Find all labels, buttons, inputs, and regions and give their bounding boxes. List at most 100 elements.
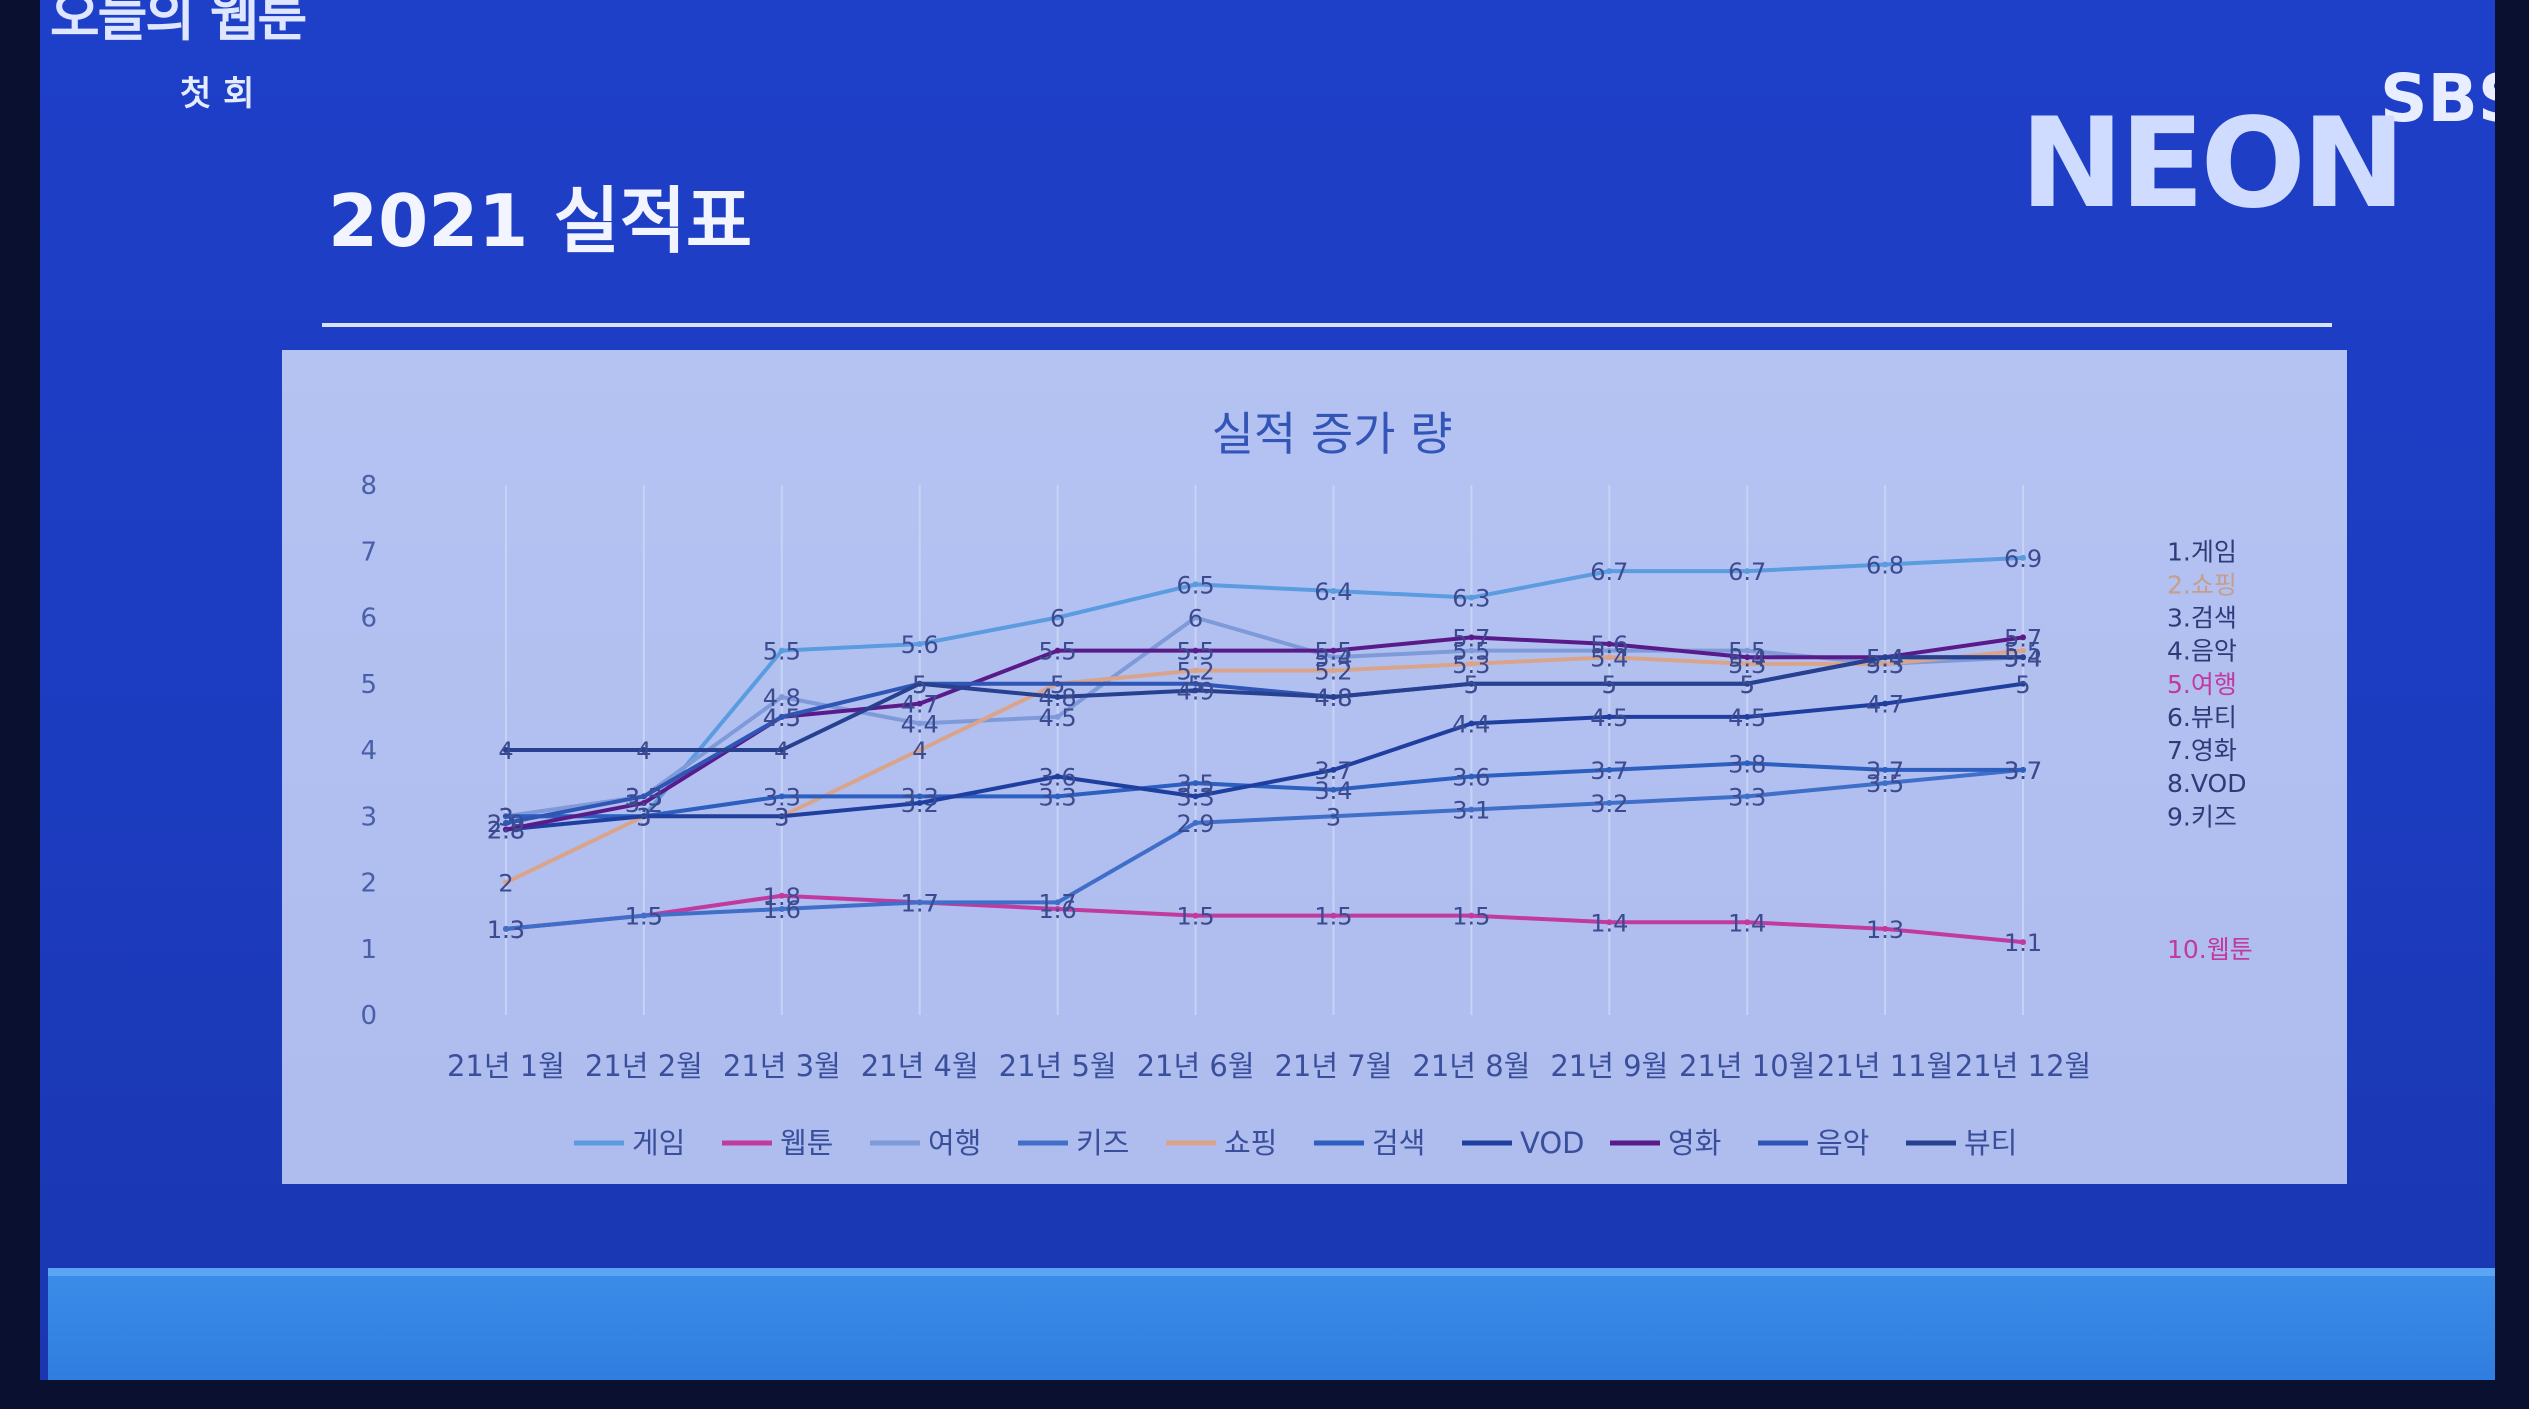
rank-label: 1.게임 bbox=[2167, 537, 2237, 566]
data-point bbox=[1054, 793, 1061, 800]
data-label: 1.1 bbox=[2004, 929, 2042, 957]
data-label: 2.9 bbox=[487, 810, 525, 838]
data-label: 3.3 bbox=[625, 783, 663, 811]
series-line bbox=[505, 893, 2024, 945]
data-label: 5.4 bbox=[1866, 644, 1904, 672]
data-point bbox=[1606, 680, 1613, 687]
data-label: 3.7 bbox=[1314, 757, 1352, 785]
data-label: 5 bbox=[1464, 671, 1479, 699]
y-tick-label: 4 bbox=[360, 736, 377, 766]
data-label: 3.3 bbox=[1176, 783, 1214, 811]
data-label: 4.4 bbox=[1452, 711, 1490, 739]
data-label: 4.8 bbox=[763, 684, 801, 712]
data-label: 5.5 bbox=[1039, 638, 1077, 666]
data-label: 1.5 bbox=[625, 903, 663, 931]
data-point bbox=[640, 912, 647, 919]
data-label: 4 bbox=[636, 737, 651, 765]
title-divider bbox=[322, 323, 2332, 327]
x-tick-label: 21년 6월 bbox=[1137, 1049, 1255, 1083]
data-point bbox=[502, 819, 509, 826]
data-label: 6.9 bbox=[2004, 545, 2042, 573]
legend-label: VOD bbox=[1520, 1126, 1585, 1160]
data-point bbox=[640, 793, 647, 800]
data-label: 6.4 bbox=[1314, 578, 1352, 606]
data-label: 3 bbox=[774, 803, 789, 831]
data-point bbox=[1744, 680, 1751, 687]
data-point bbox=[1468, 912, 1475, 919]
data-point bbox=[1192, 647, 1199, 654]
data-point bbox=[778, 647, 785, 654]
data-point bbox=[916, 793, 923, 800]
data-label: 3.8 bbox=[1728, 750, 1766, 778]
data-label: 1.4 bbox=[1728, 909, 1766, 937]
data-point bbox=[778, 813, 785, 820]
data-point bbox=[1468, 806, 1475, 813]
data-label: 1.5 bbox=[1314, 903, 1352, 931]
rank-label: 8.VOD bbox=[2167, 769, 2246, 798]
data-point bbox=[640, 813, 647, 820]
rank-label: 5.여행 bbox=[2167, 670, 2237, 699]
y-tick-label: 6 bbox=[360, 604, 377, 634]
data-point bbox=[1330, 588, 1337, 594]
data-point bbox=[1192, 614, 1199, 621]
data-point bbox=[916, 747, 923, 753]
data-point bbox=[1606, 654, 1613, 661]
data-point bbox=[1606, 919, 1613, 926]
series-line bbox=[505, 555, 2024, 819]
legend-label: 쇼핑 bbox=[1224, 1126, 1277, 1160]
y-tick-label: 5 bbox=[360, 670, 377, 700]
data-point bbox=[1468, 680, 1475, 687]
data-point bbox=[1054, 680, 1061, 687]
data-label: 6.7 bbox=[1590, 558, 1628, 586]
x-tick-label: 21년 4월 bbox=[861, 1049, 979, 1083]
data-point bbox=[1468, 634, 1475, 641]
data-label: 4.8 bbox=[1039, 684, 1077, 712]
data-point bbox=[1744, 647, 1751, 654]
data-label: 3.3 bbox=[901, 783, 939, 811]
data-point bbox=[1744, 713, 1751, 720]
series-line bbox=[505, 655, 2024, 752]
data-point bbox=[1468, 773, 1475, 780]
x-tick-label: 21년 7월 bbox=[1274, 1049, 1392, 1083]
data-point bbox=[502, 925, 509, 932]
channel-logo: NEON bbox=[2020, 92, 2406, 236]
data-label: 1.5 bbox=[1176, 903, 1214, 931]
data-point bbox=[1054, 773, 1061, 780]
data-label: 3.5 bbox=[1866, 770, 1904, 798]
rank-label: 4.음악 bbox=[2167, 637, 2237, 666]
data-point bbox=[916, 700, 923, 707]
y-tick-label: 1 bbox=[360, 935, 377, 965]
data-point bbox=[1606, 641, 1613, 647]
data-point bbox=[2020, 766, 2027, 773]
data-point bbox=[1606, 647, 1613, 654]
data-point bbox=[1744, 660, 1751, 667]
data-point bbox=[502, 879, 509, 886]
y-tick-label: 2 bbox=[360, 869, 377, 899]
data-point bbox=[502, 826, 509, 833]
data-label: 1.3 bbox=[487, 916, 525, 944]
slide-title: 2021 실적표 bbox=[328, 179, 753, 263]
data-label: 4 bbox=[774, 737, 789, 765]
data-label: 5.4 bbox=[1590, 644, 1628, 672]
x-tick-label: 21년 11월 bbox=[1817, 1049, 1953, 1083]
data-label: 5.4 bbox=[2004, 644, 2042, 672]
data-point bbox=[1882, 925, 1889, 932]
data-label: 4.4 bbox=[901, 711, 939, 739]
bottom-bar bbox=[48, 1268, 2495, 1380]
data-point bbox=[778, 694, 785, 700]
data-label: 3.7 bbox=[1866, 757, 1904, 785]
data-point bbox=[1744, 654, 1751, 661]
data-label: 3 bbox=[636, 803, 651, 831]
data-point bbox=[1192, 819, 1199, 826]
data-label: 1.5 bbox=[1452, 903, 1490, 931]
chart-title: 실적 증가 량 bbox=[1212, 407, 1453, 461]
legend-label: 웹툰 bbox=[780, 1126, 833, 1160]
legend-label: 뷰티 bbox=[1964, 1126, 2017, 1160]
data-label: 1.7 bbox=[1039, 889, 1077, 917]
data-label: 5.6 bbox=[901, 631, 939, 659]
data-label: 4.7 bbox=[1866, 691, 1904, 719]
data-label: 4.5 bbox=[1728, 704, 1766, 732]
data-label: 3.7 bbox=[1590, 757, 1628, 785]
legend-label: 검색 bbox=[1372, 1126, 1425, 1160]
series-line bbox=[505, 655, 2024, 825]
